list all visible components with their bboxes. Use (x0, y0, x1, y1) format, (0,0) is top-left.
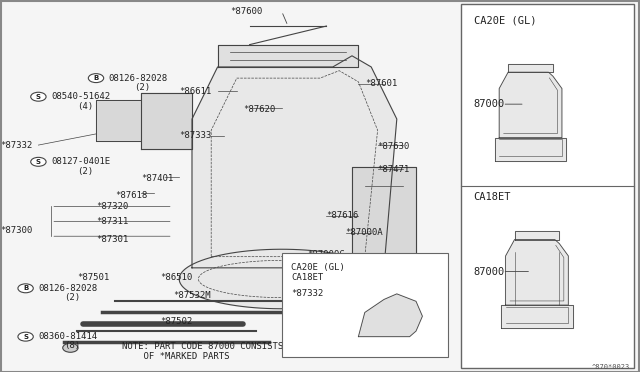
Text: CA18ET: CA18ET (291, 273, 323, 282)
Circle shape (18, 332, 33, 341)
Text: S: S (36, 159, 41, 165)
Text: S: S (23, 334, 28, 340)
Text: *87502: *87502 (160, 317, 192, 326)
Text: 08127-0401E: 08127-0401E (51, 157, 110, 166)
Text: *86510: *86510 (160, 273, 192, 282)
Polygon shape (192, 56, 397, 268)
Polygon shape (508, 64, 553, 72)
Text: (2): (2) (134, 83, 150, 92)
Text: *87501: *87501 (77, 273, 109, 282)
Polygon shape (501, 305, 573, 328)
Text: *87630: *87630 (378, 142, 410, 151)
Text: 08126-82028: 08126-82028 (109, 74, 168, 83)
Text: CA18ET: CA18ET (474, 192, 511, 202)
Text: 87000: 87000 (474, 99, 505, 109)
Text: *87301: *87301 (96, 235, 128, 244)
Text: 08360-81414: 08360-81414 (38, 332, 97, 341)
Text: ^870*0023: ^870*0023 (592, 364, 630, 370)
Text: B: B (23, 285, 28, 291)
Text: *87532M: *87532M (173, 291, 211, 300)
FancyBboxPatch shape (461, 4, 634, 368)
Circle shape (31, 92, 46, 101)
Polygon shape (179, 249, 384, 309)
Text: *87300: *87300 (0, 226, 32, 235)
Circle shape (18, 284, 33, 293)
Text: *87600: *87600 (230, 7, 262, 16)
Text: 87000: 87000 (474, 267, 505, 276)
Polygon shape (141, 93, 192, 149)
Text: *87000A: *87000A (346, 228, 383, 237)
Text: (4): (4) (77, 102, 93, 110)
Circle shape (63, 343, 78, 352)
Text: *87401: *87401 (141, 174, 173, 183)
Text: *86611: *86611 (179, 87, 211, 96)
Text: *87320: *87320 (96, 202, 128, 211)
Polygon shape (352, 167, 416, 268)
Polygon shape (218, 45, 358, 67)
Text: S: S (36, 94, 41, 100)
Polygon shape (506, 240, 568, 305)
Circle shape (88, 74, 104, 83)
Text: *87601: *87601 (365, 79, 397, 88)
Text: *87332: *87332 (0, 141, 32, 150)
Text: 08126-82028: 08126-82028 (38, 284, 97, 293)
Text: (2): (2) (64, 293, 80, 302)
Text: (2): (2) (77, 167, 93, 176)
Polygon shape (96, 100, 141, 141)
Text: *87000C: *87000C (307, 250, 345, 259)
Text: NOTE: PART CODE 87000 CONSISTS
    OF *MARKED PARTS: NOTE: PART CODE 87000 CONSISTS OF *MARKE… (122, 342, 283, 361)
Polygon shape (515, 231, 559, 240)
Text: CA20E (GL): CA20E (GL) (291, 263, 345, 272)
Polygon shape (495, 138, 566, 161)
Text: *87620: *87620 (243, 105, 275, 114)
FancyBboxPatch shape (282, 253, 448, 357)
Circle shape (31, 157, 46, 166)
Text: *87618: *87618 (115, 191, 147, 200)
Polygon shape (499, 72, 562, 138)
Text: *87616: *87616 (326, 211, 358, 220)
Text: B: B (93, 75, 99, 81)
Text: (8): (8) (64, 341, 80, 350)
Polygon shape (358, 294, 422, 337)
Text: *87332: *87332 (291, 289, 323, 298)
Text: 08540-51642: 08540-51642 (51, 92, 110, 101)
Text: *87311: *87311 (96, 217, 128, 226)
Text: *87471: *87471 (378, 165, 410, 174)
Text: *87333: *87333 (179, 131, 211, 140)
Text: CA20E (GL): CA20E (GL) (474, 16, 536, 25)
